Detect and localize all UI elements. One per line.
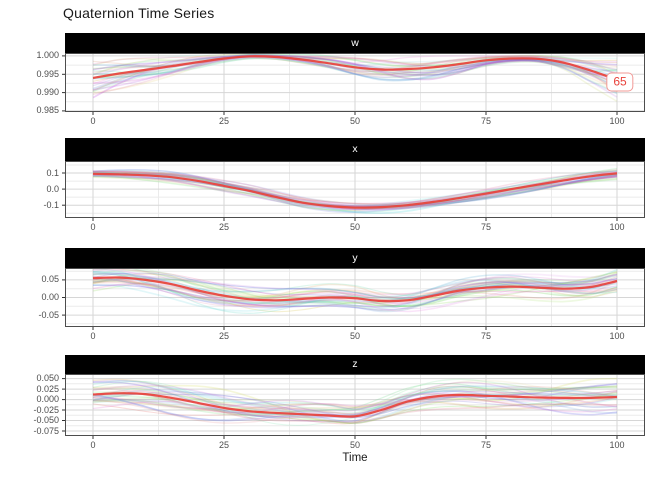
facet-panel-w	[62, 53, 645, 115]
y-tick-label: 0.995	[36, 68, 59, 79]
y-tick-label: 0.05	[41, 274, 59, 285]
x-tick-label: 0	[90, 222, 96, 232]
x-tick-label: 100	[609, 440, 625, 450]
facet-strip-z: z	[65, 355, 645, 374]
facet-strip-w: w	[65, 33, 645, 53]
y-tick-label: 0.050	[36, 373, 59, 384]
x-tick-label: 100	[609, 222, 625, 232]
x-tick-label: 75	[480, 116, 491, 126]
x-tick-label: 100	[609, 331, 625, 341]
y-tick-label: 0.990	[36, 87, 59, 98]
x-tick-label: 75	[480, 440, 491, 450]
facet-strip-x: x	[65, 138, 645, 161]
y-tick-label: 1.000	[36, 50, 59, 61]
x-axis-title: Time	[342, 452, 368, 464]
facet-strip-y-label: y	[352, 252, 358, 264]
y-tick-label: -0.1	[43, 199, 59, 210]
x-tick-label: 0	[90, 440, 96, 450]
y-tick-label: -0.050	[33, 415, 59, 425]
facet-strip-y: y	[65, 248, 645, 268]
x-tick-label: 50	[349, 440, 360, 450]
y-tick-label: 0.1	[46, 167, 59, 178]
facet-panel-y	[62, 268, 645, 330]
x-tick-label: 50	[349, 222, 360, 232]
facet-strip-x-label: x	[352, 143, 358, 155]
x-tick-label: 0	[90, 331, 96, 341]
x-tick-label: 25	[218, 222, 229, 232]
x-tick-label: 25	[218, 331, 229, 341]
y-tick-label: 0.025	[36, 383, 59, 394]
x-tick-label: 50	[349, 116, 360, 126]
x-tick-label: 0	[90, 116, 96, 126]
x-tick-label: 75	[480, 222, 491, 232]
y-tick-label: 0.985	[36, 105, 59, 116]
facet-panel-x	[62, 161, 645, 221]
x-tick-label: 75	[480, 331, 491, 341]
y-tick-label: 0.0	[46, 183, 59, 194]
x-tick-label: 100	[609, 116, 625, 126]
y-tick-label: 0.000	[36, 394, 59, 405]
series-label-annotation: 65	[606, 72, 634, 92]
chart-title: Quaternion Time Series	[63, 5, 215, 21]
y-tick-label: 0.00	[41, 292, 59, 302]
facet-panel-z	[62, 374, 645, 439]
y-tick-label: -0.075	[33, 425, 59, 436]
facet-strip-w-label: w	[351, 37, 359, 49]
x-tick-label: 50	[349, 331, 360, 341]
facet-strip-z-label: z	[352, 358, 358, 370]
y-tick-label: -0.025	[33, 404, 59, 415]
y-tick-label: -0.05	[38, 309, 59, 320]
x-tick-label: 25	[218, 116, 229, 126]
x-tick-label: 25	[218, 440, 229, 450]
